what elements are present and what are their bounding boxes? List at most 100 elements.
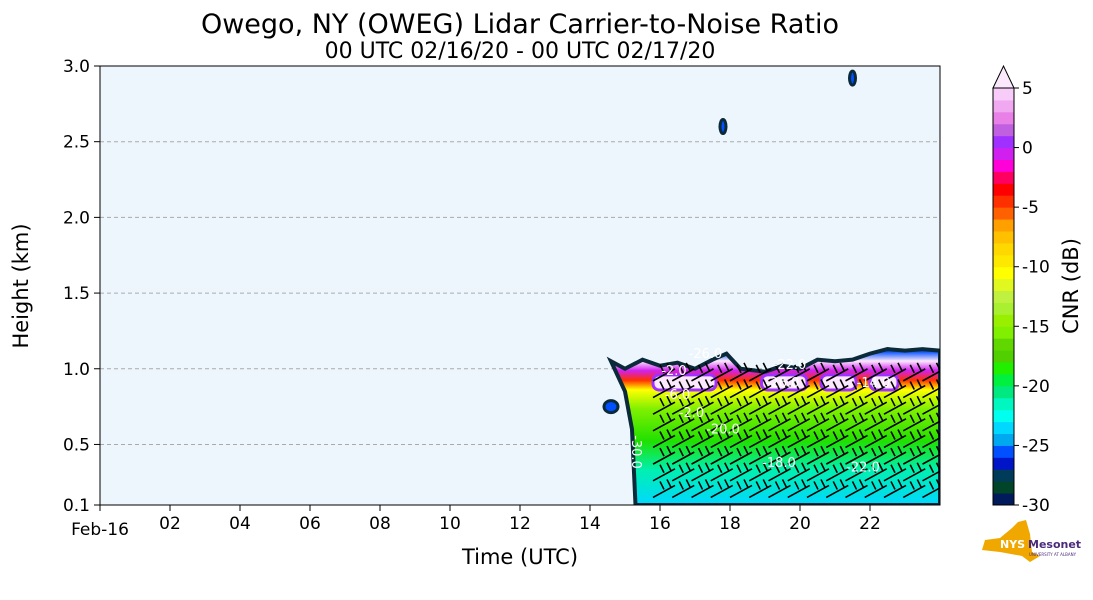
contour-label: -14.0	[857, 376, 891, 391]
wind-barb	[806, 362, 830, 382]
wind-barb	[787, 379, 811, 399]
x-tick-label: 10	[439, 514, 461, 534]
wind-barb	[902, 479, 926, 499]
wind-barb	[671, 445, 695, 465]
wind-barb	[787, 395, 811, 415]
wind-barb	[883, 479, 907, 499]
wind-barb	[902, 445, 926, 465]
wind-barb	[691, 479, 714, 499]
wind-barb	[787, 445, 811, 465]
wind-barb	[652, 429, 676, 449]
colorbar-swatch	[993, 314, 1014, 327]
wind-barb	[671, 395, 695, 415]
contour-label: -30.0	[628, 435, 643, 469]
wind-barb	[729, 362, 753, 382]
colorbar-extend-arrow	[992, 64, 1015, 89]
wind-barb	[787, 412, 811, 432]
colorbar-tick-label: 0	[1022, 139, 1033, 159]
wind-barb	[902, 362, 926, 382]
wind-barb	[864, 479, 888, 499]
wind-barb	[671, 479, 695, 499]
wind-barb	[806, 412, 830, 432]
wind-barb	[864, 462, 888, 482]
colorbar-swatch	[993, 481, 1014, 494]
contour-label: -2.0	[661, 364, 686, 379]
wind-barb	[729, 445, 753, 465]
y-tick-label: 0.5	[63, 435, 90, 455]
wind-barb	[710, 362, 734, 382]
wind-barb	[825, 412, 849, 432]
colorbar-swatch	[993, 88, 1014, 101]
colorbar-swatch	[993, 135, 1014, 149]
wind-barb	[671, 429, 695, 449]
colorbar-tick-label: 5	[1022, 79, 1033, 99]
wind-barb	[883, 462, 907, 482]
colorbar-swatch	[993, 493, 1014, 506]
wind-barb	[710, 412, 734, 432]
x-tick-label: 14	[579, 514, 601, 534]
wind-barb	[806, 429, 830, 449]
contour-label: -22.0	[846, 461, 880, 476]
colorbar-swatch	[993, 266, 1014, 280]
wind-barb	[806, 479, 830, 499]
wind-barb	[748, 445, 772, 465]
wind-barb	[652, 362, 676, 382]
wind-barb	[691, 462, 714, 482]
wind-barb	[768, 379, 791, 399]
colorbar-tick-label: -20	[1022, 377, 1050, 397]
wind-barb	[883, 379, 907, 399]
colorbar-swatch	[993, 350, 1014, 363]
colorbar-swatch	[993, 99, 1014, 113]
x-tick-label: 06	[299, 514, 321, 534]
wind-barb	[729, 412, 753, 432]
wind-barb	[825, 479, 849, 499]
contour-label: -26.0	[766, 376, 800, 391]
wind-barb	[864, 395, 888, 415]
wind-barb	[825, 462, 849, 482]
wind-barb	[902, 462, 926, 482]
wind-barb	[652, 445, 676, 465]
wind-barb	[883, 429, 907, 449]
wind-barb	[864, 362, 888, 382]
wind-barb	[845, 445, 868, 465]
x-tick-label: 12	[509, 514, 531, 534]
y-tick-label: 1.5	[63, 284, 90, 304]
wind-barb	[806, 445, 830, 465]
contour-label: -2.0	[679, 406, 704, 421]
wind-barb	[806, 379, 830, 399]
contour-label: -22.0	[773, 358, 807, 373]
wind-barb	[787, 429, 811, 449]
wind-barb	[729, 429, 753, 449]
wind-barb	[729, 395, 753, 415]
wind-barb	[864, 429, 888, 449]
x-tick-label: 02	[159, 514, 181, 534]
colorbar-swatch	[993, 254, 1014, 268]
wind-barb	[806, 462, 830, 482]
wind-barb	[845, 429, 868, 449]
colorbar-swatch	[993, 433, 1014, 446]
wind-barb	[825, 362, 849, 382]
wind-barb	[691, 445, 714, 465]
wind-barb	[748, 379, 772, 399]
colorbar-swatch	[993, 123, 1014, 137]
data-layer: -30.0-26.0-2.0-6.0-2.0-20.0-22.0-26.0 -14…	[602, 69, 940, 505]
colorbar-swatch	[993, 326, 1014, 339]
y-tick-label: 1.0	[63, 360, 90, 380]
colorbar-swatch	[993, 290, 1014, 303]
colorbar-swatch	[993, 219, 1014, 232]
wind-barb	[691, 395, 714, 415]
wind-barb	[902, 379, 926, 399]
y-tick-label: 2.0	[63, 208, 90, 228]
colorbar-label: CNR (dB)	[1059, 238, 1083, 334]
y-tick-label: 0.1	[63, 496, 90, 516]
wind-barb	[710, 429, 734, 449]
wind-barb	[691, 362, 714, 382]
colorbar-tick-label: -5	[1022, 198, 1039, 218]
isolated-echo	[848, 69, 857, 87]
wind-barb	[768, 462, 791, 482]
x-tick-label: 22	[859, 514, 881, 534]
wind-barb	[768, 479, 791, 499]
wind-barb	[710, 395, 734, 415]
colorbar-tick-label: -30	[1022, 496, 1050, 516]
y-tick-label: 3.0	[63, 57, 90, 77]
